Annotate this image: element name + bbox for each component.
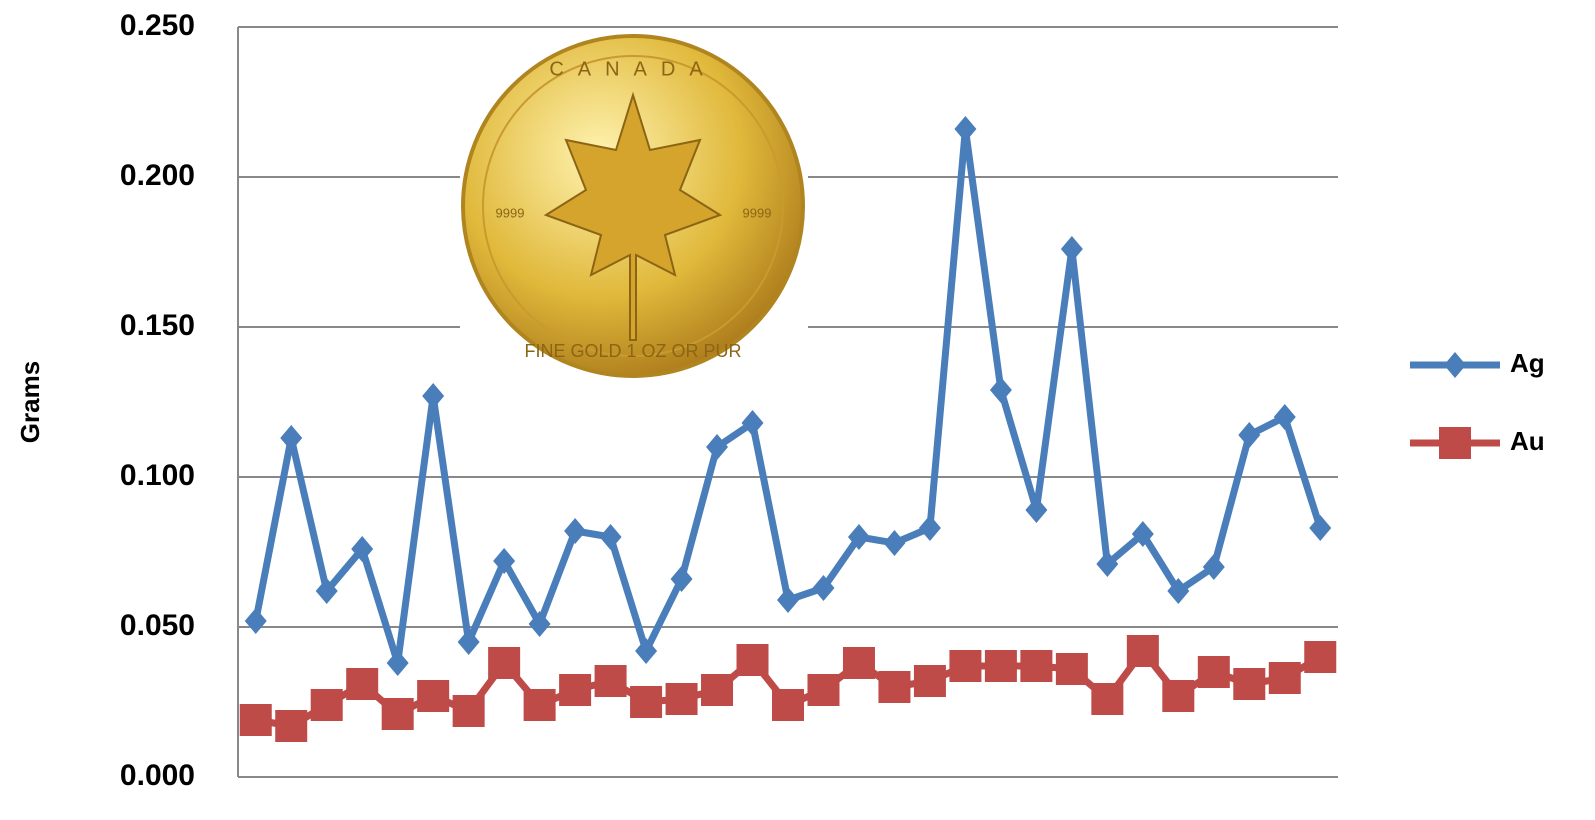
marker <box>878 671 911 703</box>
marker <box>493 548 516 574</box>
y-tick-label: 0.250 <box>120 9 195 42</box>
coin-text: FINE GOLD 1 OZ OR PUR <box>524 341 741 361</box>
marker <box>351 536 374 562</box>
y-tick-label: 0.200 <box>120 159 195 192</box>
marker <box>847 524 870 550</box>
marker <box>630 686 663 718</box>
marker <box>949 650 982 682</box>
marker <box>670 566 693 592</box>
marker <box>315 578 338 604</box>
marker <box>1304 641 1337 673</box>
marker <box>1162 680 1195 712</box>
marker <box>1439 427 1471 459</box>
marker <box>1055 653 1088 685</box>
marker <box>1268 662 1301 694</box>
legend-label: Ag <box>1510 348 1545 378</box>
marker <box>310 689 343 721</box>
marker <box>386 650 409 676</box>
marker <box>1197 656 1230 688</box>
marker <box>1238 422 1261 448</box>
marker <box>665 683 698 715</box>
marker <box>777 587 799 613</box>
y-tick-label: 0.150 <box>120 309 195 342</box>
marker <box>913 665 946 697</box>
marker <box>594 665 627 697</box>
marker <box>1233 668 1266 700</box>
marker <box>1309 515 1332 541</box>
marker <box>1202 554 1225 580</box>
marker <box>954 116 977 142</box>
marker <box>1444 352 1466 378</box>
marker <box>736 644 769 676</box>
marker <box>989 377 1012 403</box>
marker <box>523 689 556 721</box>
marker <box>275 710 308 742</box>
marker <box>984 650 1017 682</box>
marker <box>564 518 587 544</box>
marker <box>842 647 875 679</box>
marker <box>244 608 267 634</box>
marker <box>701 674 734 706</box>
marker <box>346 668 379 700</box>
marker <box>812 575 835 601</box>
marker <box>280 425 303 451</box>
coin-text: 9999 <box>743 205 772 220</box>
marker <box>807 674 840 706</box>
legend-label: Au <box>1510 426 1545 456</box>
coin-leaf <box>543 91 723 341</box>
coin-text: CANADA <box>549 58 716 80</box>
marker <box>918 515 941 541</box>
marker <box>239 704 272 736</box>
marker <box>1126 635 1159 667</box>
marker <box>1167 578 1190 604</box>
marker <box>417 680 450 712</box>
marker <box>599 524 622 550</box>
marker <box>1060 236 1083 262</box>
marker <box>1020 650 1053 682</box>
marker <box>635 638 658 664</box>
marker <box>528 611 551 637</box>
marker <box>1096 551 1119 577</box>
coin-text: 9999 <box>496 205 525 220</box>
y-axis-label: Grams <box>15 361 45 443</box>
marker <box>1131 521 1154 547</box>
coin-rim <box>482 55 784 357</box>
marker <box>422 383 445 409</box>
marker <box>457 629 480 655</box>
marker <box>452 695 485 727</box>
marker <box>772 689 804 721</box>
marker <box>559 674 592 706</box>
marker <box>1025 497 1048 523</box>
marker <box>1091 683 1124 715</box>
marker <box>488 647 521 679</box>
y-tick-label: 0.000 <box>120 759 195 792</box>
marker <box>381 698 414 730</box>
marker <box>706 434 729 460</box>
marker <box>1273 404 1296 430</box>
marker <box>883 530 906 556</box>
y-tick-label: 0.050 <box>120 609 195 642</box>
y-tick-label: 0.100 <box>120 459 195 492</box>
marker <box>741 410 764 436</box>
